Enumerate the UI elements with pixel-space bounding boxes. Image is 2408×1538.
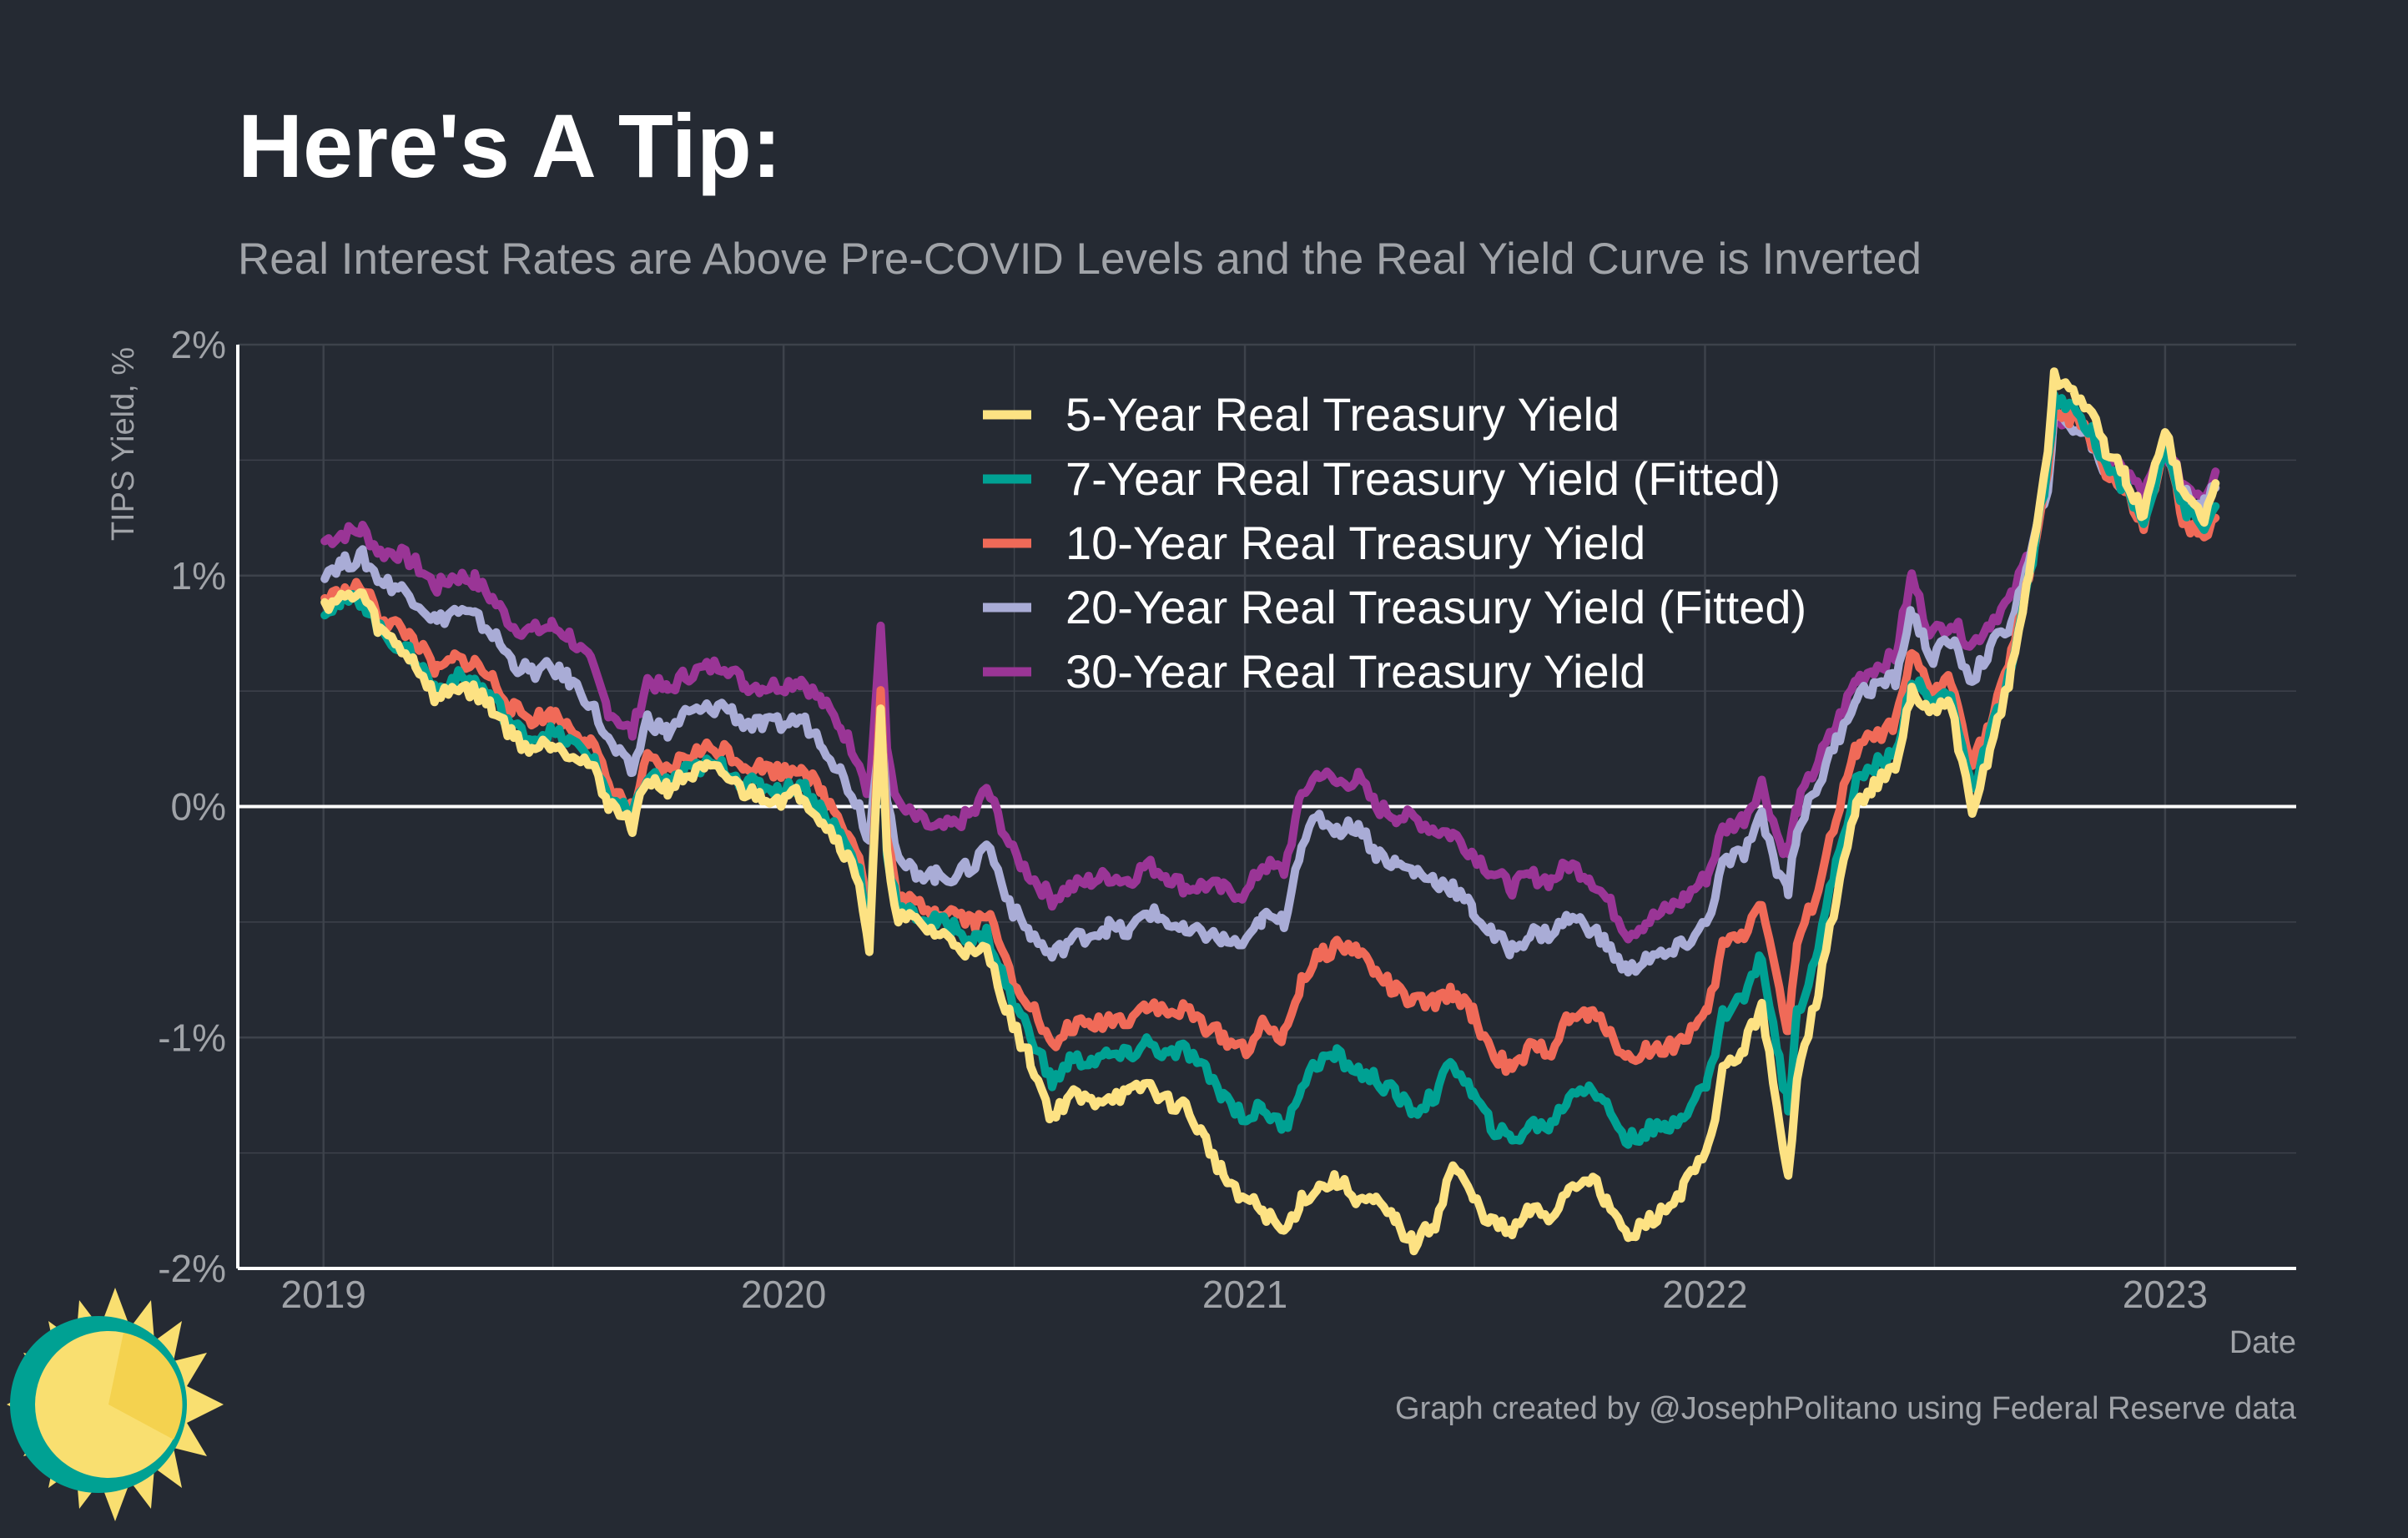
x-tick-label: 2022 [1662, 1273, 1747, 1316]
y-tick-label: 0% [171, 785, 226, 829]
series-line [320, 407, 2220, 944]
legend-label: 7-Year Real Treasury Yield (Fitted) [1065, 452, 1781, 505]
y-tick-label: -1% [158, 1016, 226, 1059]
x-tick-label: 2021 [1202, 1273, 1287, 1316]
legend-label: 10-Year Real Treasury Yield [1065, 517, 1645, 569]
chart-subtitle: Real Interest Rates are Above Pre-COVID … [238, 234, 1922, 284]
series-line [320, 406, 2220, 977]
legend-label: 5-Year Real Treasury Yield [1065, 388, 1620, 441]
y-tick-label: 1% [171, 554, 226, 598]
y-axis-ticks: 2% 1% 0% -1% -2% [158, 323, 226, 1290]
series-layer [320, 367, 2220, 1256]
sun-shade-icon [108, 1333, 183, 1440]
y-tick-label: -2% [158, 1247, 226, 1290]
sun-logo [7, 1288, 224, 1521]
y-tick-label: 2% [171, 323, 226, 366]
legend-label: 20-Year Real Treasury Yield (Fitted) [1065, 581, 1806, 633]
legend-label: 30-Year Real Treasury Yield [1065, 645, 1645, 698]
x-tick-label: 2023 [2123, 1273, 2208, 1316]
x-axis-ticks: 2019 2020 2021 2022 2023 [281, 1273, 2209, 1316]
legend: 5-Year Real Treasury Yield 7-Year Real Tr… [983, 388, 1806, 698]
x-tick-label: 2020 [741, 1273, 826, 1316]
y-axis-label: TIPS Yield, % [106, 347, 141, 541]
chart-title: Here's A Tip: [238, 95, 782, 196]
caption: Graph created by @JosephPolitano using F… [1395, 1391, 2297, 1426]
x-tick-label: 2019 [281, 1273, 366, 1316]
x-axis-label: Date [2229, 1325, 2296, 1360]
series-line [320, 367, 2220, 1256]
